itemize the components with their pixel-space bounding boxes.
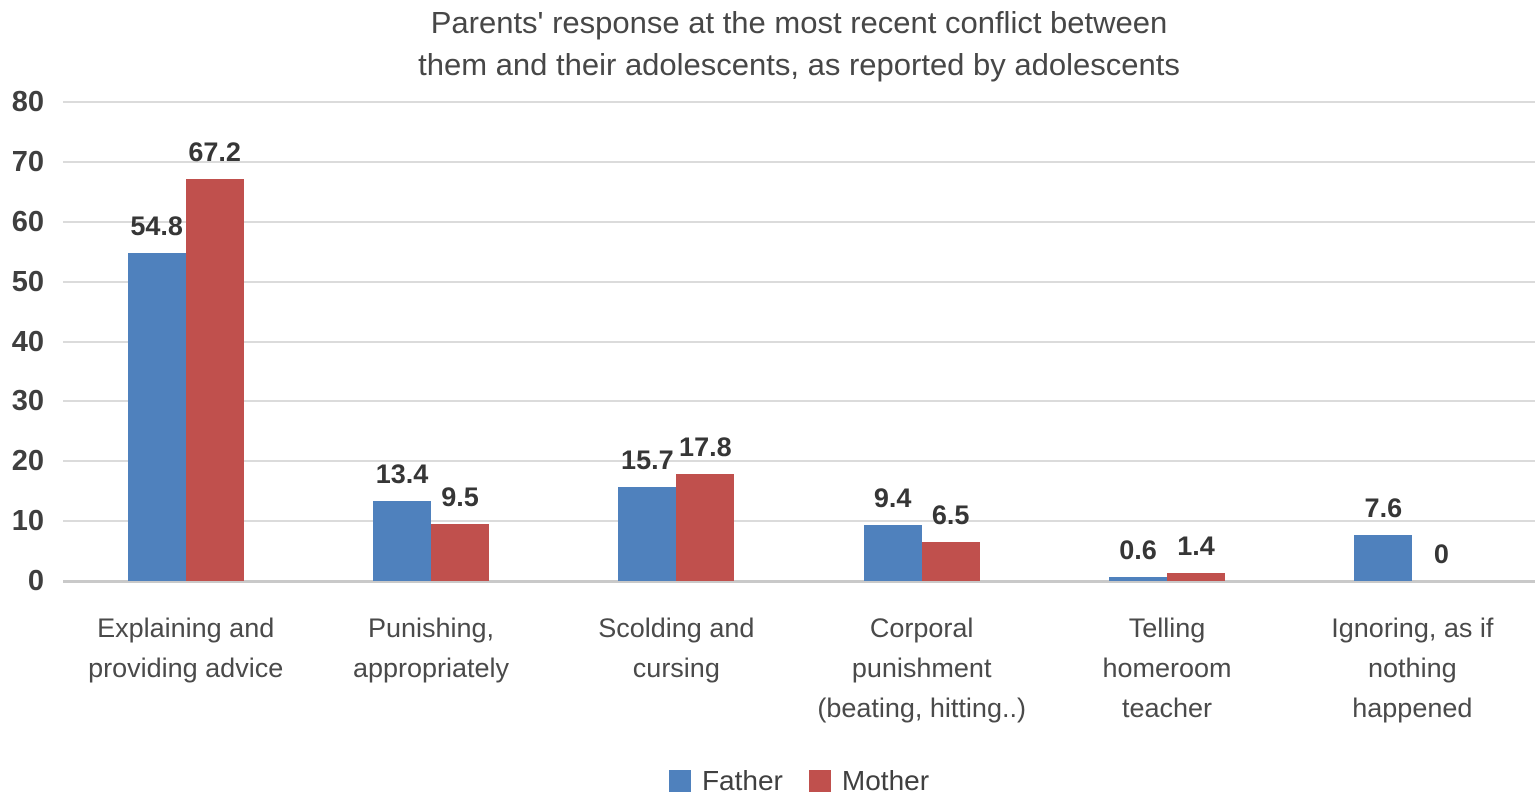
bar-father [618, 486, 677, 581]
legend-label-father: Father [701, 765, 783, 796]
gridline [63, 220, 1535, 223]
legend: Father Mother [63, 764, 1535, 798]
legend-item-father: Father [668, 764, 783, 798]
y-tick-label: 50 [11, 265, 44, 298]
gridline [63, 101, 1535, 103]
bar-father [863, 524, 922, 581]
data-label-father: 0.6 [1119, 535, 1157, 566]
bar-father [127, 252, 186, 581]
bar-mother [676, 474, 735, 581]
bar-mother [431, 524, 489, 581]
bar-mother [185, 178, 244, 581]
data-label-mother: 1.4 [1177, 530, 1215, 561]
y-tick-label: 30 [11, 385, 44, 418]
bar-mother [921, 542, 980, 581]
gridline [63, 160, 1535, 163]
y-tick-label: 70 [11, 145, 44, 178]
data-label-father: 54.8 [130, 210, 183, 241]
data-label-mother: 67.2 [188, 136, 241, 167]
bar-father [1354, 535, 1413, 581]
category-label: Telling homeroom teacher [1102, 613, 1232, 723]
bar-father [1109, 577, 1167, 581]
category-label: Explaining and providing advice [88, 613, 284, 683]
data-label-mother: 17.8 [679, 432, 732, 463]
chart-title: Parents' response at the most recent con… [418, 5, 1180, 82]
legend-item-mother: Mother [808, 764, 930, 798]
data-label-father: 7.6 [1364, 493, 1403, 524]
legend-label-mother: Mother [841, 765, 930, 796]
data-label-mother: 9.5 [441, 482, 479, 513]
y-tick-label: 10 [11, 505, 44, 538]
y-tick-label: 40 [11, 325, 44, 358]
data-label-mother: 0 [1433, 539, 1449, 569]
gridline [63, 520, 1535, 523]
category-label: Scolding and cursing [598, 613, 755, 683]
gridline [63, 340, 1535, 343]
legend-swatch-father [668, 770, 691, 792]
legend-swatch-mother [808, 770, 831, 792]
data-label-father: 15.7 [621, 444, 674, 475]
category-label: Ignoring, as if nothing happened [1331, 613, 1494, 723]
gridline [63, 280, 1535, 283]
gridline [63, 400, 1535, 403]
category-label: Corporal punishment (beating, hitting..) [817, 613, 1026, 723]
data-label-father: 9.4 [873, 482, 912, 513]
y-tick-label: 0 [27, 565, 44, 597]
data-label-father: 13.4 [375, 458, 429, 489]
x-axis-line [63, 580, 1535, 583]
y-tick-label: 20 [11, 445, 44, 478]
bar-father [373, 500, 431, 581]
category-label: Punishing, appropriately [352, 613, 510, 683]
gridline [63, 460, 1535, 463]
data-label-mother: 6.5 [931, 500, 970, 531]
y-tick-label: 60 [11, 205, 44, 238]
bar-mother [1167, 572, 1225, 581]
y-tick-label: 80 [11, 86, 44, 118]
